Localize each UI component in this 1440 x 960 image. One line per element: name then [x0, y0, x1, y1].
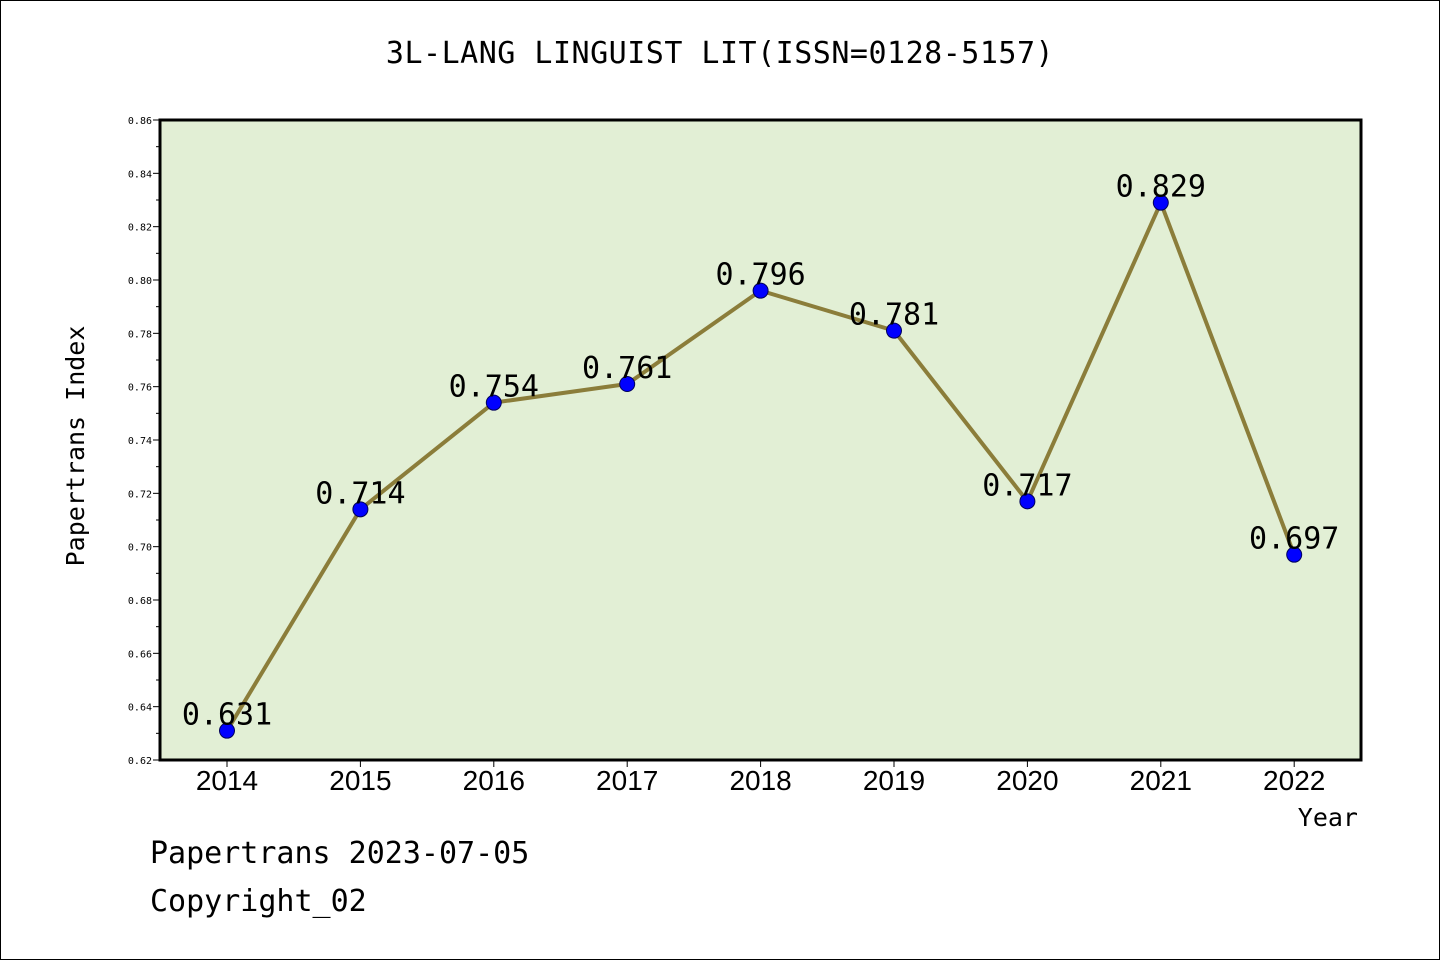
y-tick-label: 0.66: [128, 649, 152, 660]
y-tick-label: 0.72: [128, 489, 152, 500]
data-label: 0.781: [849, 298, 939, 333]
x-tick-label: 2018: [729, 765, 791, 796]
data-label: 0.714: [315, 476, 405, 511]
y-tick-label: 0.76: [128, 383, 152, 394]
x-tick-label: 2022: [1263, 765, 1325, 796]
data-point: [485, 394, 502, 411]
data-point: [352, 501, 369, 518]
data-label: 0.631: [182, 698, 272, 733]
y-tick-label: 0.78: [128, 329, 152, 340]
x-tick-label: 2019: [863, 765, 925, 796]
y-tick-label: 0.82: [128, 223, 152, 234]
x-tick-label: 2016: [463, 765, 525, 796]
data-point: [619, 376, 636, 392]
data-point: [752, 282, 769, 299]
y-tick-label: 0.86: [128, 116, 152, 127]
data-label: 0.761: [582, 351, 672, 386]
plot-area: 0.62 0.64 0.66 0.68 0.70 0.72 0.74 0.76 0.78 0.80…: [61, 116, 1363, 832]
data-label: 0.697: [1249, 522, 1339, 557]
y-tick-label: 0.84: [128, 169, 152, 180]
chart-title: 3L-LANG LINGUIST LIT(ISSN=0128-5157): [385, 36, 1055, 71]
x-tick-label: 2014: [196, 765, 258, 796]
y-tick-label: 0.74: [128, 436, 152, 447]
data-label: 0.754: [449, 370, 539, 405]
y-axis-label: Papertrans Index: [61, 326, 90, 567]
plot-background: [160, 120, 1361, 760]
data-point: [219, 722, 235, 739]
y-tick-label: 0.70: [128, 543, 152, 554]
y-tick-label: 0.64: [128, 703, 152, 714]
data-label: 0.796: [715, 258, 805, 293]
y-tick-label: 0.80: [128, 276, 152, 287]
footer-copyright: Copyright_02: [150, 884, 367, 919]
x-tick-label: 2020: [996, 765, 1058, 796]
data-point: [1152, 194, 1169, 211]
x-tick-label: 2017: [596, 765, 658, 796]
data-label: 0.829: [1116, 170, 1206, 205]
x-tick-label: 2021: [1130, 765, 1192, 796]
data-label: 0.717: [982, 468, 1072, 503]
data-point: [1286, 546, 1303, 563]
footer-date: Papertrans 2023-07-05: [150, 836, 530, 871]
y-tick-label: 0.68: [128, 596, 152, 607]
data-point: [886, 322, 902, 339]
x-tick-label: 2015: [329, 765, 391, 796]
y-tick-label: 0.62: [128, 756, 152, 767]
x-axis-label: Year: [1298, 803, 1358, 832]
data-point: [1019, 493, 1036, 510]
